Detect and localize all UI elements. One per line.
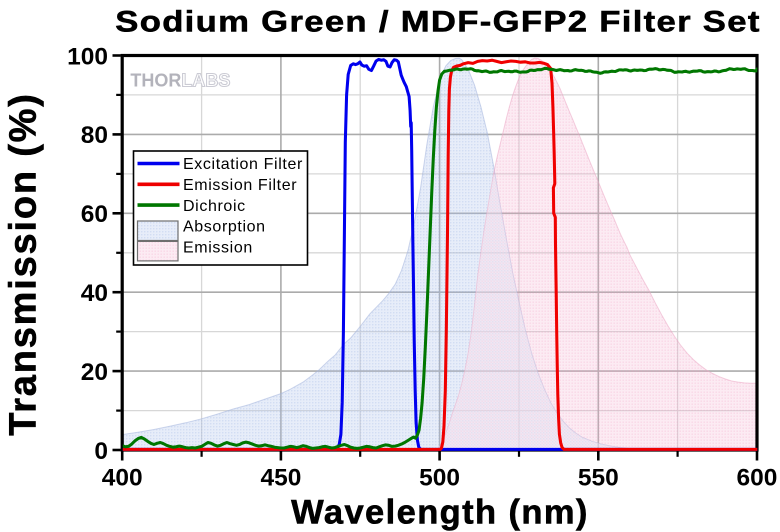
svg-text:400: 400 bbox=[102, 465, 143, 492]
svg-text:550: 550 bbox=[578, 465, 619, 492]
svg-text:60: 60 bbox=[81, 201, 108, 228]
svg-text:Emission: Emission bbox=[183, 239, 253, 256]
svg-text:40: 40 bbox=[81, 280, 108, 307]
svg-text:Sodium Green / MDF-GFP2 Filter: Sodium Green / MDF-GFP2 Filter Set bbox=[115, 5, 760, 38]
svg-text:600: 600 bbox=[737, 465, 778, 492]
svg-text:500: 500 bbox=[419, 465, 460, 492]
svg-text:80: 80 bbox=[81, 122, 108, 149]
svg-text:Absorption: Absorption bbox=[183, 219, 266, 236]
svg-text:20: 20 bbox=[81, 359, 108, 386]
svg-text:100: 100 bbox=[67, 43, 108, 70]
svg-text:THORLABS: THORLABS bbox=[130, 71, 230, 91]
svg-text:450: 450 bbox=[260, 465, 301, 492]
svg-text:Excitation Filter: Excitation Filter bbox=[183, 156, 303, 173]
svg-text:Dichroic: Dichroic bbox=[183, 198, 246, 215]
svg-text:Transmission (%): Transmission (%) bbox=[3, 92, 45, 435]
svg-text:Emission Filter: Emission Filter bbox=[183, 177, 297, 194]
svg-text:Wavelength (nm): Wavelength (nm) bbox=[291, 494, 589, 532]
svg-text:0: 0 bbox=[94, 438, 108, 465]
